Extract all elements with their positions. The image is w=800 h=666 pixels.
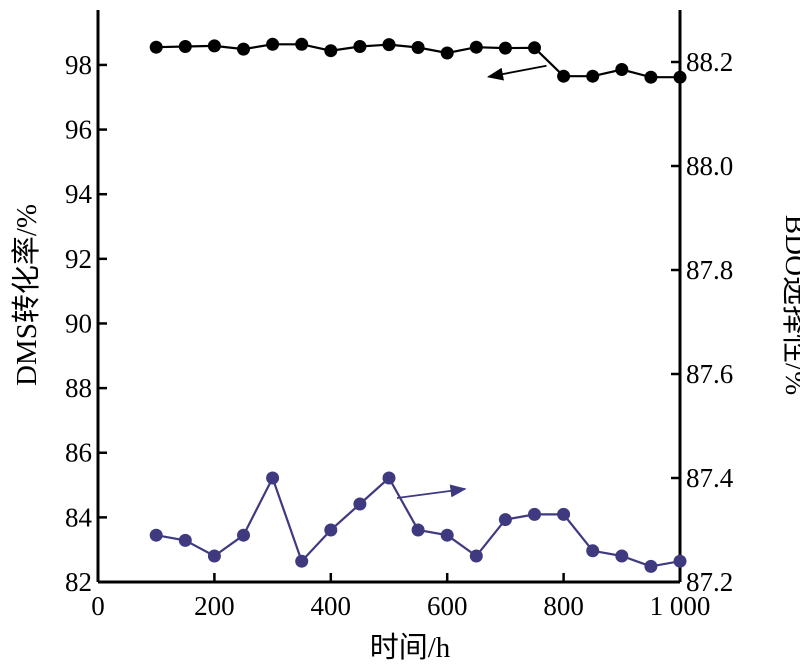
data-point: [469, 40, 483, 54]
data-point: [295, 37, 309, 51]
data-point: [469, 549, 483, 563]
x-tick-label: 400: [311, 591, 352, 621]
right-y-tick-label: 87.6: [686, 359, 733, 389]
left-y-tick-label: 88: [65, 373, 92, 403]
left-y-tick-label: 92: [65, 244, 92, 274]
data-point: [644, 559, 658, 573]
data-point: [557, 507, 571, 521]
series-layer: [149, 37, 687, 573]
axis-indicator-arrow: [396, 484, 467, 499]
data-point: [266, 471, 280, 485]
data-point: [149, 528, 163, 542]
left-y-tick-label: 94: [65, 179, 93, 209]
x-tick-label: 0: [91, 591, 105, 621]
data-point: [411, 523, 425, 537]
left-y-tick-label: 84: [65, 502, 93, 532]
data-point: [382, 471, 396, 485]
data-point: [295, 554, 309, 568]
data-point: [498, 513, 512, 527]
x-axis-title: 时间/h: [370, 631, 451, 664]
data-point: [178, 533, 192, 547]
dms-conversion-series: [149, 37, 687, 84]
data-point: [207, 549, 221, 563]
data-point: [440, 46, 454, 60]
data-point: [411, 41, 425, 54]
x-tick-label: 600: [427, 591, 468, 621]
bdo-selectivity-series: [149, 471, 687, 573]
data-point: [353, 40, 367, 53]
series-line: [156, 475, 681, 568]
data-point: [557, 69, 571, 83]
left-y-axis-title: DMS转化率/%: [10, 204, 43, 386]
left-y-tick-label: 98: [65, 50, 92, 80]
data-point: [586, 544, 600, 558]
right-y-axis-title: BDO选择性/%: [779, 215, 800, 395]
right-y-tick-label: 87.4: [686, 463, 734, 493]
x-tick-label: 200: [194, 591, 235, 621]
data-point: [644, 70, 658, 84]
left-y-tick-label: 86: [65, 438, 92, 468]
right-y-tick-label: 88.2: [686, 47, 733, 77]
data-point: [178, 40, 192, 53]
x-tick-label: 800: [543, 591, 584, 621]
data-point: [149, 40, 163, 54]
data-point: [237, 528, 250, 542]
left-y-tick-label: 96: [65, 115, 92, 145]
data-point: [324, 523, 338, 537]
data-point: [673, 70, 687, 84]
data-point: [528, 41, 541, 55]
axis-indicator-arrow: [486, 64, 547, 81]
left-y-tick-label: 82: [65, 567, 92, 597]
data-point: [586, 69, 600, 83]
data-point: [498, 41, 512, 55]
right-y-tick-label: 88.0: [686, 151, 733, 181]
left-y-tick-label: 90: [65, 308, 92, 338]
x-tick-label: 1 000: [650, 591, 711, 621]
data-point: [528, 507, 541, 521]
right-y-tick-label: 87.8: [686, 255, 733, 285]
data-point: [615, 63, 629, 76]
right-y-tick-label: 87.2: [686, 567, 733, 597]
data-point: [266, 37, 280, 51]
data-point: [207, 39, 221, 53]
data-point: [237, 42, 250, 56]
data-point: [615, 549, 629, 563]
data-point: [324, 44, 338, 58]
data-point: [673, 554, 687, 568]
data-point: [353, 497, 367, 511]
data-point: [382, 38, 396, 52]
data-point: [440, 528, 454, 542]
axes: 0 200 400 600 800 1 000 82 84 86 88 90 92 94 96 98 87.2…: [65, 10, 734, 621]
